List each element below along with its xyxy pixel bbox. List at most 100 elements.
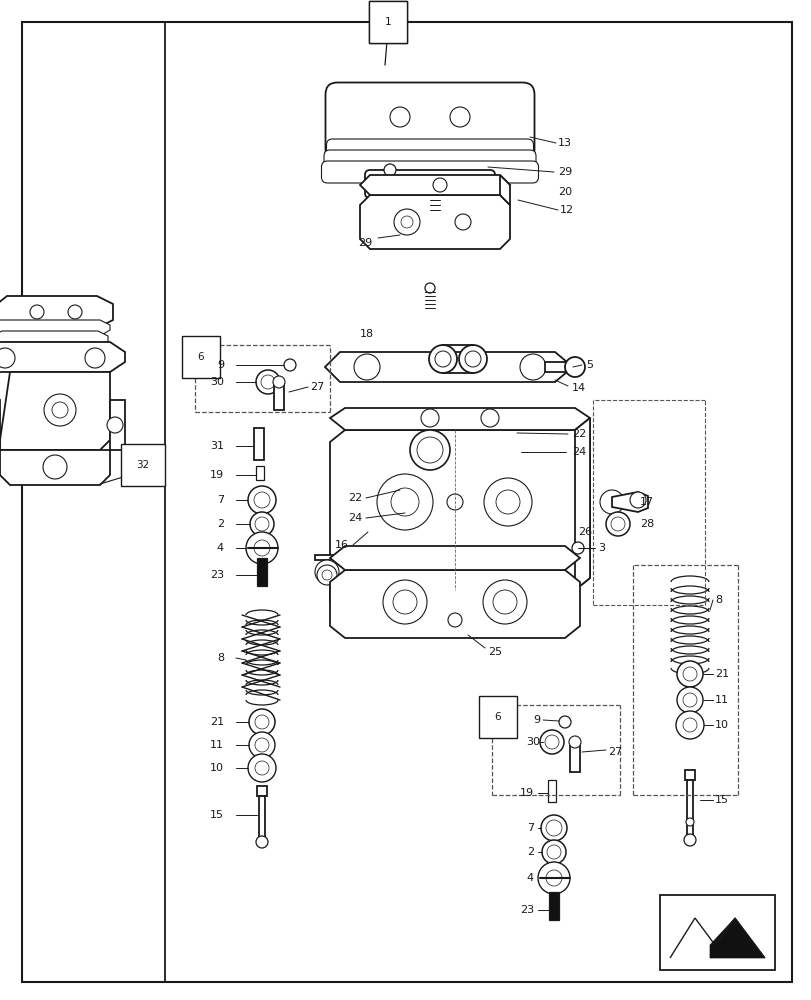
- Circle shape: [284, 359, 296, 371]
- Polygon shape: [315, 555, 345, 602]
- Circle shape: [255, 517, 268, 531]
- Circle shape: [383, 580, 427, 624]
- Circle shape: [545, 870, 561, 886]
- Circle shape: [454, 214, 470, 230]
- Circle shape: [547, 845, 560, 859]
- Text: 24: 24: [571, 447, 586, 457]
- Text: 9: 9: [532, 715, 539, 725]
- Circle shape: [508, 446, 521, 458]
- FancyBboxPatch shape: [365, 170, 495, 198]
- Circle shape: [85, 348, 105, 368]
- Circle shape: [676, 687, 702, 713]
- Circle shape: [354, 354, 380, 380]
- Text: 5: 5: [586, 360, 592, 370]
- Text: 8: 8: [217, 653, 224, 663]
- Bar: [273, 382, 284, 410]
- Text: 16: 16: [335, 540, 349, 550]
- Circle shape: [569, 736, 581, 748]
- Circle shape: [376, 474, 432, 530]
- Circle shape: [458, 345, 487, 373]
- Polygon shape: [0, 320, 109, 336]
- Bar: [686, 780, 692, 838]
- Circle shape: [255, 761, 268, 775]
- Circle shape: [260, 375, 275, 389]
- Text: 14: 14: [571, 383, 586, 393]
- Text: 30: 30: [526, 737, 539, 747]
- Circle shape: [393, 209, 419, 235]
- Text: 10: 10: [210, 763, 224, 773]
- Bar: [257, 786, 267, 796]
- Circle shape: [254, 492, 270, 508]
- Text: 29: 29: [557, 167, 572, 177]
- Circle shape: [424, 283, 435, 293]
- Circle shape: [389, 107, 410, 127]
- Circle shape: [420, 409, 439, 427]
- Circle shape: [683, 834, 695, 846]
- Text: 32: 32: [136, 460, 149, 470]
- Text: 7: 7: [526, 823, 534, 833]
- Bar: [259, 796, 264, 840]
- Circle shape: [544, 735, 558, 749]
- Circle shape: [483, 478, 531, 526]
- Text: 22: 22: [348, 493, 362, 503]
- Circle shape: [255, 836, 268, 848]
- Circle shape: [682, 693, 696, 707]
- Polygon shape: [709, 918, 764, 958]
- Circle shape: [320, 566, 333, 578]
- Circle shape: [682, 667, 696, 681]
- Polygon shape: [329, 546, 579, 570]
- Text: 6: 6: [197, 352, 204, 362]
- Circle shape: [272, 376, 285, 388]
- Polygon shape: [611, 492, 647, 512]
- FancyBboxPatch shape: [324, 150, 535, 172]
- Circle shape: [519, 354, 545, 380]
- Circle shape: [483, 580, 526, 624]
- Circle shape: [30, 305, 44, 319]
- Polygon shape: [574, 418, 590, 590]
- Circle shape: [545, 820, 561, 836]
- Polygon shape: [0, 450, 109, 485]
- Text: 10: 10: [714, 720, 728, 730]
- Text: 19: 19: [209, 470, 224, 480]
- Text: 1: 1: [384, 17, 391, 27]
- Circle shape: [558, 716, 570, 728]
- Circle shape: [391, 488, 418, 516]
- Polygon shape: [329, 570, 579, 638]
- Circle shape: [685, 818, 693, 826]
- Circle shape: [417, 437, 443, 463]
- Text: 28: 28: [639, 519, 654, 529]
- Text: 13: 13: [557, 138, 571, 148]
- Polygon shape: [359, 175, 509, 195]
- Text: 22: 22: [571, 429, 586, 439]
- Bar: [548, 892, 558, 920]
- Circle shape: [322, 570, 332, 580]
- Circle shape: [43, 455, 67, 479]
- Circle shape: [250, 512, 273, 536]
- Polygon shape: [0, 331, 108, 347]
- Polygon shape: [0, 342, 106, 358]
- Circle shape: [448, 613, 461, 627]
- Text: 21: 21: [714, 669, 728, 679]
- Text: 4: 4: [217, 543, 224, 553]
- Polygon shape: [0, 372, 109, 450]
- Circle shape: [410, 430, 449, 470]
- Circle shape: [676, 661, 702, 687]
- Circle shape: [315, 560, 338, 584]
- Circle shape: [564, 357, 584, 377]
- Text: 19: 19: [519, 788, 534, 798]
- Polygon shape: [329, 418, 590, 602]
- Circle shape: [496, 490, 519, 514]
- Text: 1: 1: [384, 17, 391, 27]
- Polygon shape: [324, 352, 573, 382]
- Text: 21: 21: [209, 717, 224, 727]
- Text: 31: 31: [210, 441, 224, 451]
- Text: 11: 11: [210, 740, 224, 750]
- Circle shape: [465, 351, 480, 367]
- Circle shape: [255, 715, 268, 729]
- Circle shape: [610, 517, 624, 531]
- Text: 20: 20: [557, 187, 572, 197]
- Circle shape: [432, 178, 446, 192]
- Circle shape: [393, 590, 417, 614]
- Circle shape: [538, 862, 569, 894]
- Circle shape: [599, 490, 623, 514]
